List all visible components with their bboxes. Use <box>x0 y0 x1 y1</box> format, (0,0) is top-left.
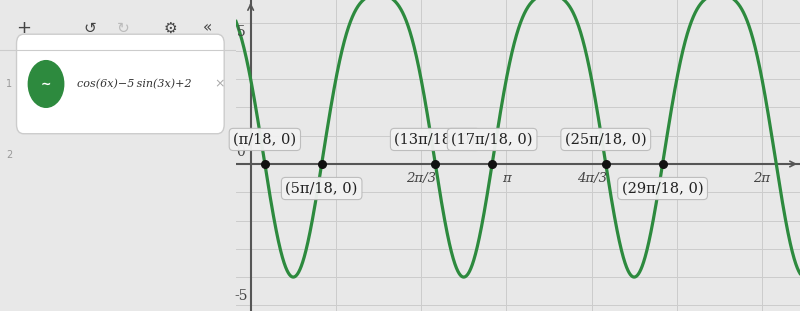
Text: (5π/18, 0): (5π/18, 0) <box>286 182 358 196</box>
Text: -5: -5 <box>234 289 248 303</box>
Text: (17π/18, 0): (17π/18, 0) <box>451 132 533 146</box>
Text: (π/18, 0): (π/18, 0) <box>234 132 297 146</box>
Text: 1: 1 <box>6 79 13 89</box>
Text: 5: 5 <box>237 26 246 39</box>
Text: +: + <box>16 19 31 37</box>
Text: (25π/18, 0): (25π/18, 0) <box>565 132 646 146</box>
Text: 0: 0 <box>237 145 246 159</box>
Text: π: π <box>502 172 510 185</box>
Text: 2π: 2π <box>754 172 770 185</box>
FancyBboxPatch shape <box>17 34 224 134</box>
Text: ×: × <box>214 77 225 91</box>
Text: 2π/3: 2π/3 <box>406 172 436 185</box>
Text: (13π/18, 0): (13π/18, 0) <box>394 132 476 146</box>
Text: (29π/18, 0): (29π/18, 0) <box>622 182 703 196</box>
Text: ⚙: ⚙ <box>163 21 177 35</box>
Text: 4π/3: 4π/3 <box>577 172 606 185</box>
Text: cos(6x)−5 sin(3x)+2: cos(6x)−5 sin(3x)+2 <box>78 79 192 89</box>
Text: «: « <box>203 21 212 35</box>
Text: ↺: ↺ <box>83 21 96 35</box>
Text: 2: 2 <box>6 151 13 160</box>
Text: ∼: ∼ <box>41 77 51 91</box>
Circle shape <box>28 61 64 107</box>
Text: ↻: ↻ <box>116 21 129 35</box>
